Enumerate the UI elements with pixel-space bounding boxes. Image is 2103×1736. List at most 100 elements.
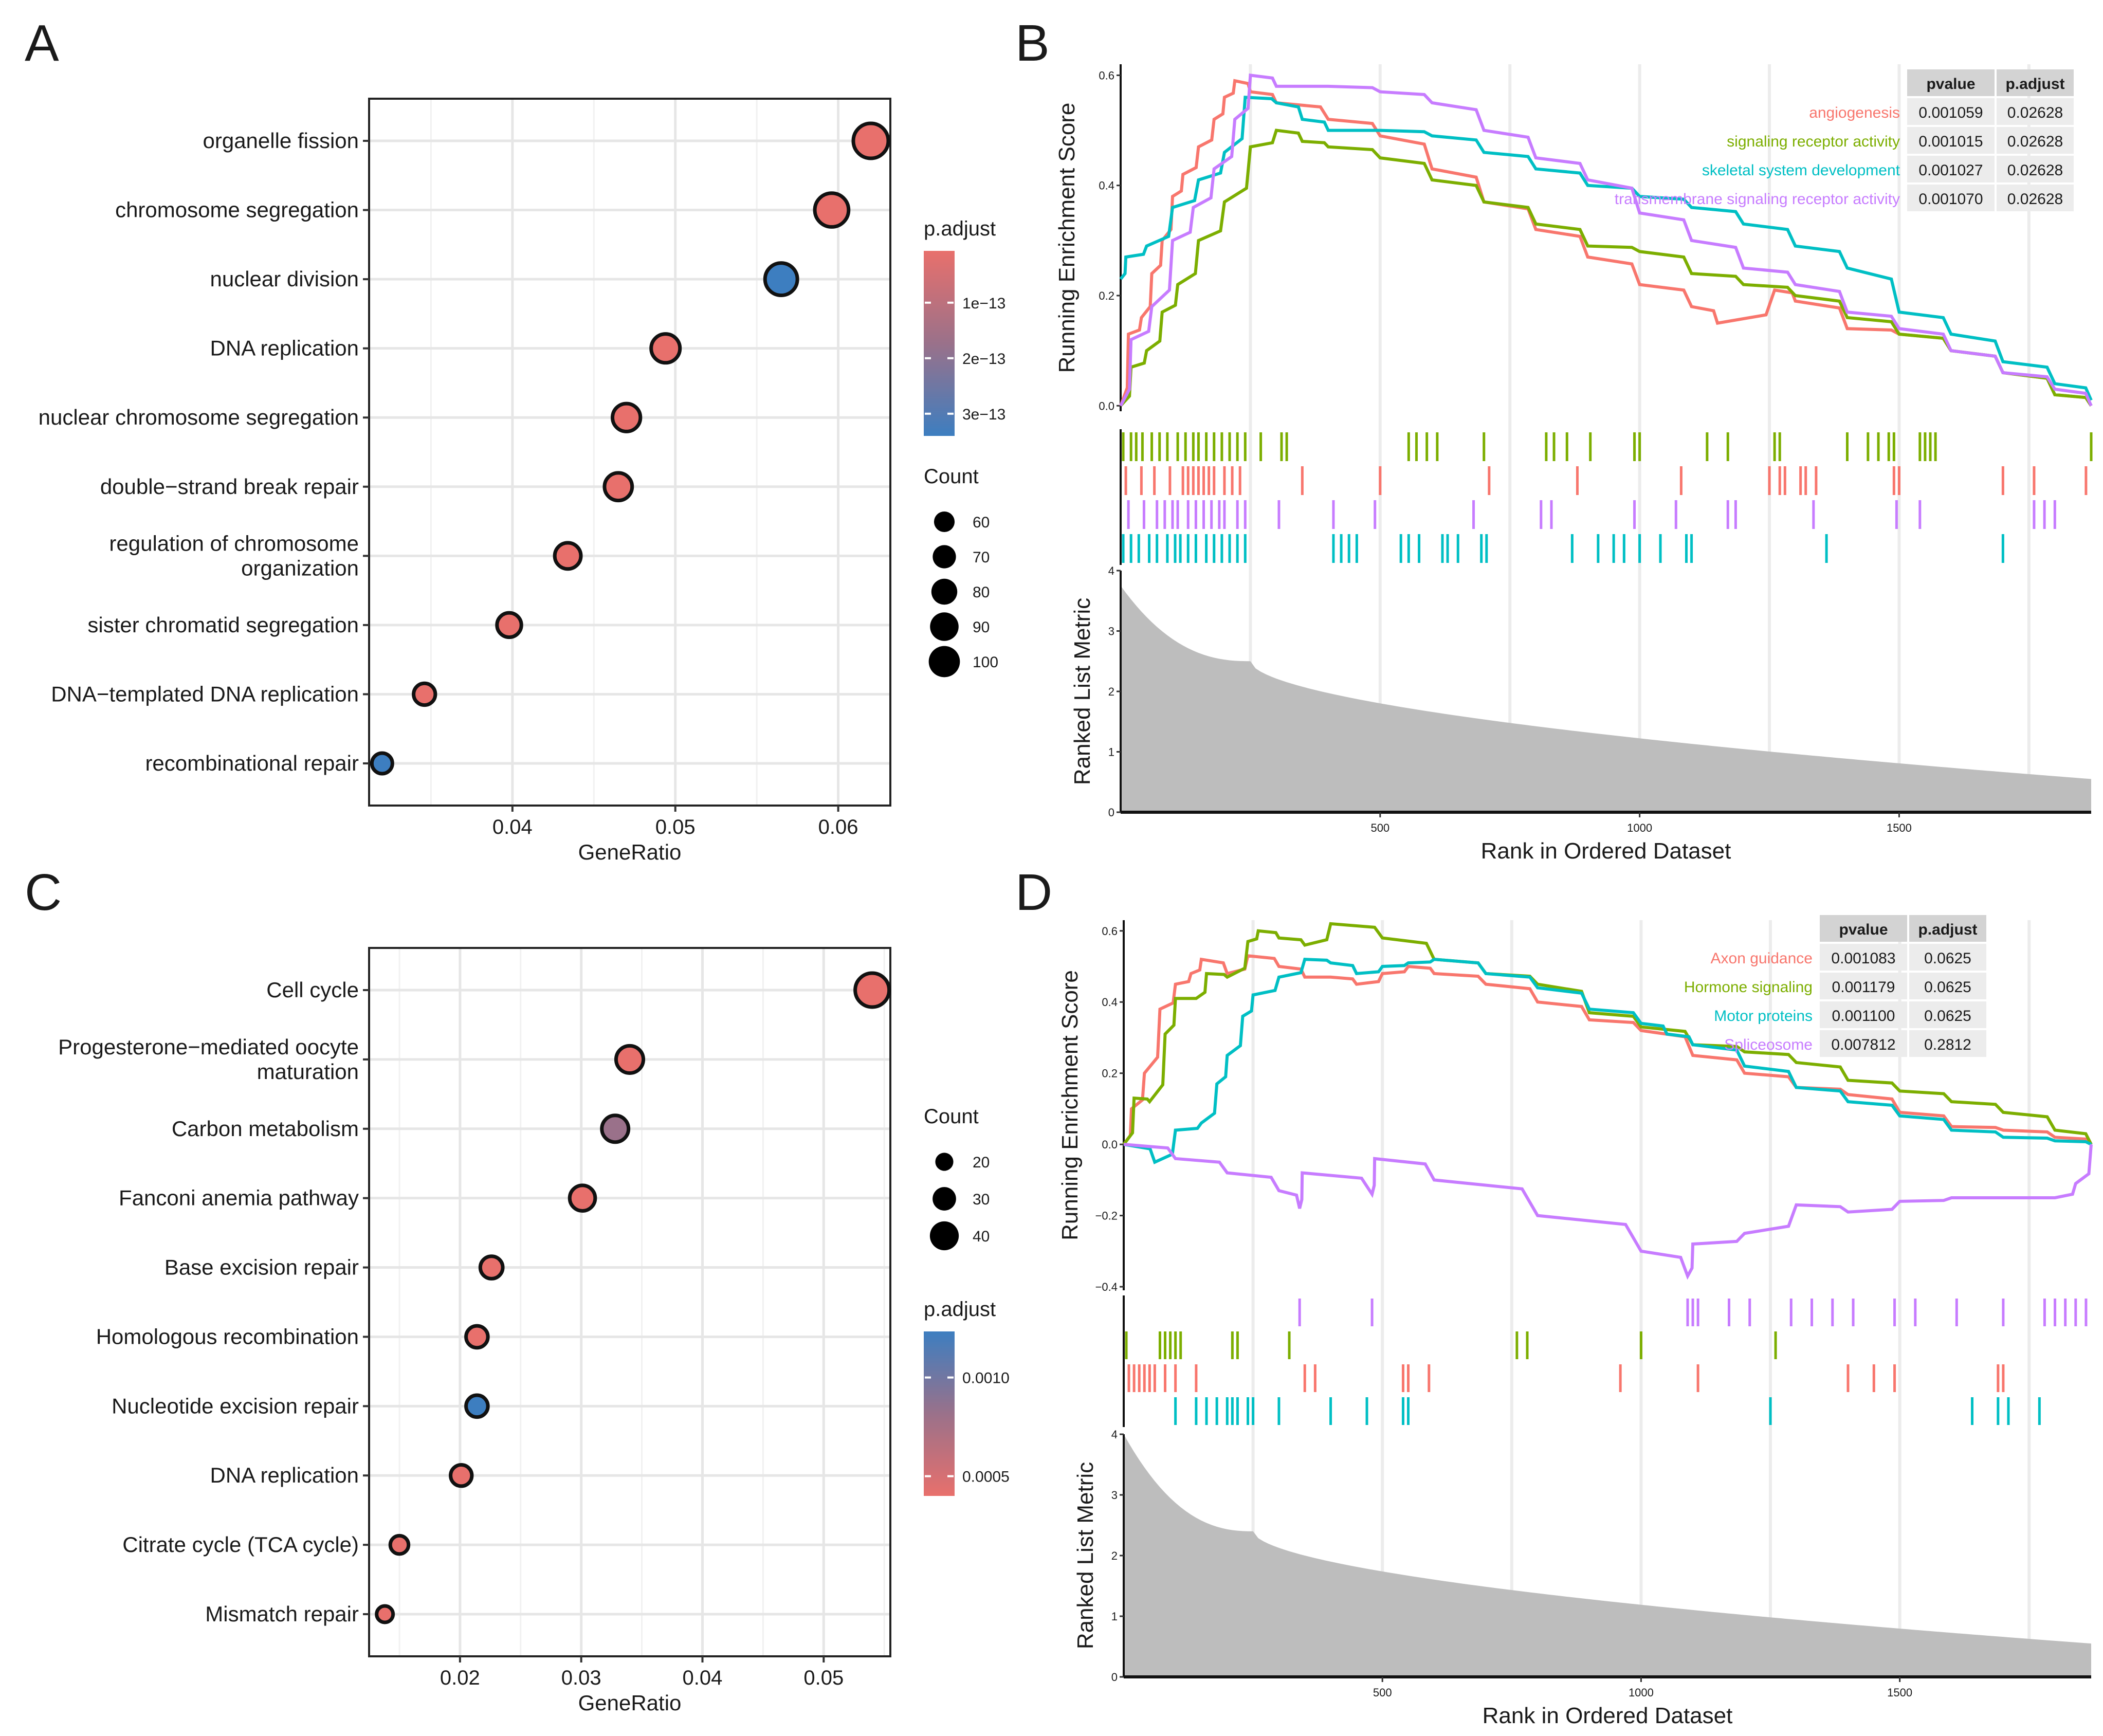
category-label-line: regulation of chromosome xyxy=(109,531,359,555)
plot-border xyxy=(368,947,891,1657)
category-label: nuclear division xyxy=(210,267,359,291)
table-header-cell xyxy=(1997,69,2074,96)
data-point xyxy=(464,1393,490,1419)
table-pvalue: 0.001083 xyxy=(1831,950,1895,967)
data-point xyxy=(495,611,523,639)
x-tick-label: 500 xyxy=(1373,1686,1392,1699)
panel-label-c: C xyxy=(25,864,62,921)
category-label-line: nuclear division xyxy=(210,267,359,291)
size-legend-label: 90 xyxy=(973,619,990,636)
category-label-line: Nucleotide excision repair xyxy=(112,1394,359,1418)
category-label-line: DNA replication xyxy=(210,1463,359,1487)
category-label-line: organization xyxy=(241,556,359,580)
legend-title: p.adjust xyxy=(924,217,996,240)
dotplot-panel-c: Cell cycle Progesterone−mediated oocyte ma… xyxy=(58,947,1010,1715)
data-point xyxy=(388,1533,411,1556)
data-point xyxy=(568,1183,597,1213)
x-tick-label: 0.05 xyxy=(803,1667,844,1689)
es-y-tick-label: 0.6 xyxy=(1102,925,1118,938)
dotplot-panel-a: organelle fission chromosome segregation n… xyxy=(39,98,1005,864)
category-label-line: chromosome segregation xyxy=(115,198,359,222)
metric-y-tick-label: 2 xyxy=(1108,685,1114,698)
size-legend-dot xyxy=(932,545,956,569)
gsea-panel-b: 0.0 0.2 0.4 0.6 Running Enrichment Score pval… xyxy=(1054,64,2093,864)
category-label-line: Cell cycle xyxy=(266,978,359,1002)
x-axis-title: GeneRatio xyxy=(578,840,682,864)
table-padjust: 0.02628 xyxy=(2007,133,2063,150)
category-label: Progesterone−mediated oocyte maturation xyxy=(58,1035,359,1084)
es-y-tick-label: 0.0 xyxy=(1099,399,1114,412)
color-legend-label: 2e−13 xyxy=(962,351,1005,368)
gsea-panel-d: −0.4 −0.2 0.0 0.2 0.4 0.6 Running Enrichment S… xyxy=(1057,915,2093,1728)
size-legend-label: 100 xyxy=(973,654,998,671)
panel-label-b: B xyxy=(1015,14,1050,72)
es-line xyxy=(1119,96,2093,401)
table-cell xyxy=(1820,1030,1907,1057)
table-cell xyxy=(1820,944,1907,971)
data-point xyxy=(412,681,437,707)
category-label-line: Carbon metabolism xyxy=(172,1117,359,1141)
color-legend-label: 0.0005 xyxy=(962,1469,1010,1486)
color-bar xyxy=(924,1331,955,1496)
table-cell xyxy=(1907,156,1995,182)
size-legend-dot xyxy=(930,612,959,641)
size-legend-label: 80 xyxy=(973,584,990,601)
table-header-cell xyxy=(1909,915,1986,942)
table-cell xyxy=(1820,1001,1907,1028)
size-legend-dot xyxy=(929,1221,959,1251)
table-row-name: Axon guidance xyxy=(1711,950,1813,967)
table-cell xyxy=(1997,156,2074,182)
table-row-name: signaling receptor activity xyxy=(1727,133,1900,150)
x-tick-label: 0.02 xyxy=(440,1667,480,1689)
table-padjust: 0.2812 xyxy=(1924,1036,1971,1053)
x-tick-label: 0.04 xyxy=(492,816,533,838)
es-y-tick-label: 0.4 xyxy=(1102,996,1118,1009)
category-label: Homologous recombination xyxy=(96,1324,359,1348)
metric-y-tick-label: 4 xyxy=(1111,1428,1118,1441)
category-label-line: double−strand break repair xyxy=(100,474,359,499)
legend-title: p.adjust xyxy=(924,1298,996,1321)
category-label: regulation of chromosome organization xyxy=(109,531,359,580)
category-label: Carbon metabolism xyxy=(172,1117,359,1141)
table-row-name: skeletal system development xyxy=(1702,162,1900,179)
table-cell xyxy=(1907,185,1995,211)
category-label-line: Citrate cycle (TCA cycle) xyxy=(122,1532,359,1557)
category-label: DNA−templated DNA replication xyxy=(51,682,359,706)
es-line xyxy=(1123,958,2092,1164)
data-point xyxy=(478,1254,505,1281)
panel-label-a: A xyxy=(25,14,59,72)
table-cell xyxy=(1909,1001,1986,1028)
table-cell xyxy=(1907,98,1995,125)
category-label: Fanconi anemia pathway xyxy=(119,1186,359,1210)
table-cell xyxy=(1907,127,1995,154)
es-line xyxy=(1122,922,2093,1145)
table-header-padjust: p.adjust xyxy=(1918,921,1977,938)
category-label: Base excision repair xyxy=(164,1255,359,1280)
size-legend-dot xyxy=(934,511,955,533)
table-header-padjust: p.adjust xyxy=(2005,76,2064,93)
data-point xyxy=(851,121,890,160)
table-row-name: transmembrane signaling receptor activit… xyxy=(1615,191,1900,208)
data-point xyxy=(614,1044,646,1075)
es-y-tick-label: 0.6 xyxy=(1099,69,1114,82)
table-padjust: 0.02628 xyxy=(2007,191,2063,208)
table-pvalue: 0.001179 xyxy=(1832,979,1895,996)
table-pvalue: 0.001027 xyxy=(1918,162,1983,179)
data-point xyxy=(375,1604,395,1624)
size-legend-dot xyxy=(932,1187,956,1211)
table-padjust: 0.0625 xyxy=(1924,979,1971,996)
color-bar xyxy=(924,251,955,436)
data-point xyxy=(449,1463,474,1488)
data-point xyxy=(600,1113,631,1144)
category-label-line: Homologous recombination xyxy=(96,1324,359,1348)
category-label-line: maturation xyxy=(257,1059,359,1084)
table-row-name: angiogenesis xyxy=(1809,104,1900,121)
x-axis-title: Rank in Ordered Dataset xyxy=(1483,1703,1733,1728)
plot-background xyxy=(369,99,890,806)
category-label-line: Mismatch repair xyxy=(205,1602,359,1626)
color-legend-label: 0.0010 xyxy=(962,1370,1010,1387)
x-tick-label: 0.05 xyxy=(655,816,696,838)
x-tick-label: 1500 xyxy=(1887,1686,1912,1699)
es-y-tick-label: 0.0 xyxy=(1102,1138,1118,1151)
table-header-cell xyxy=(1907,69,1995,96)
